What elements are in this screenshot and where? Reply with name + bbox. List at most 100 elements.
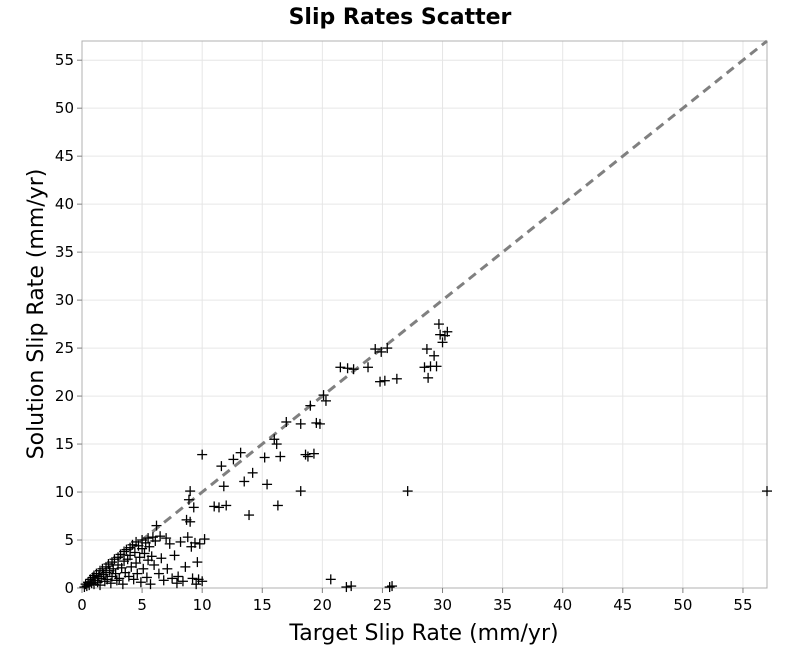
x-tick-label: 15 <box>253 596 272 614</box>
y-axis-ticks: 0 5 10 15 20 25 30 35 40 45 50 55 <box>55 51 82 597</box>
data-point <box>144 541 155 552</box>
data-point <box>146 551 157 562</box>
data-point <box>175 536 186 547</box>
data-point <box>141 572 152 583</box>
data-point <box>391 373 402 384</box>
y-tick-label: 5 <box>64 531 74 549</box>
data-points <box>79 319 772 593</box>
x-tick-label: 35 <box>493 596 512 614</box>
reference-line-y-equals-x <box>81 39 768 590</box>
data-point <box>89 570 100 581</box>
plot-area <box>81 40 768 589</box>
data-point <box>295 486 306 497</box>
data-point <box>209 501 220 512</box>
data-point <box>379 375 390 386</box>
data-point <box>370 344 381 355</box>
data-point <box>363 362 374 373</box>
data-point <box>214 502 224 513</box>
data-point <box>275 451 286 462</box>
data-point <box>143 533 154 544</box>
data-point <box>197 576 208 587</box>
data-point <box>99 576 110 587</box>
data-point <box>259 452 270 463</box>
data-point <box>187 573 198 584</box>
y-tick-label: 25 <box>55 339 74 357</box>
data-point <box>105 578 116 589</box>
data-point <box>342 363 353 374</box>
x-tick-label: 0 <box>77 596 87 614</box>
data-point <box>150 535 161 546</box>
data-point <box>151 520 162 531</box>
data-point <box>199 534 210 545</box>
data-point <box>197 449 208 460</box>
data-point <box>384 582 395 593</box>
x-tick-label: 20 <box>313 596 332 614</box>
data-point <box>183 494 194 505</box>
data-point <box>382 343 393 354</box>
data-point <box>341 582 352 593</box>
data-point <box>167 573 178 584</box>
data-point <box>149 559 160 570</box>
data-point <box>139 548 150 559</box>
data-point <box>161 533 172 544</box>
data-point <box>272 500 283 511</box>
data-point <box>247 467 258 478</box>
x-tick-label: 50 <box>673 596 692 614</box>
data-point <box>185 516 196 527</box>
data-point <box>302 451 313 462</box>
data-point <box>376 346 387 357</box>
grid-lines <box>82 41 767 588</box>
data-point <box>305 400 316 411</box>
x-tick-label: 5 <box>137 596 147 614</box>
data-point <box>194 538 205 549</box>
data-point <box>138 563 149 574</box>
data-point <box>218 481 229 492</box>
data-point <box>335 362 346 373</box>
data-point <box>346 581 357 592</box>
data-point <box>185 486 196 497</box>
x-tick-label: 30 <box>433 596 452 614</box>
data-point <box>132 568 143 579</box>
data-point <box>164 538 175 549</box>
data-point <box>137 543 148 554</box>
data-point <box>169 550 180 561</box>
data-point <box>429 350 440 361</box>
x-tick-label: 55 <box>733 596 752 614</box>
data-point <box>84 580 95 591</box>
data-point <box>182 532 193 543</box>
data-point <box>325 574 336 585</box>
data-point <box>437 337 448 348</box>
data-point <box>281 416 292 427</box>
x-tick-label: 40 <box>553 596 572 614</box>
y-tick-label: 50 <box>55 99 74 117</box>
data-point <box>442 326 453 337</box>
x-axis-ticks: 0 5 10 15 20 25 30 35 40 45 50 55 <box>77 588 753 614</box>
data-point <box>216 461 227 472</box>
y-tick-label: 55 <box>55 51 74 69</box>
data-point <box>318 390 329 401</box>
y-tick-label: 30 <box>55 291 74 309</box>
data-point <box>192 557 203 568</box>
data-point <box>114 573 125 584</box>
x-tick-label: 25 <box>373 596 392 614</box>
data-point <box>153 568 164 579</box>
data-point <box>180 561 191 572</box>
data-point <box>314 418 325 429</box>
y-axis-label: Solution Slip Rate (mm/yr) <box>24 169 49 460</box>
data-point <box>189 537 200 548</box>
data-point <box>348 364 359 375</box>
data-point <box>262 479 273 490</box>
data-point <box>235 447 246 458</box>
y-tick-label: 40 <box>55 195 74 213</box>
data-point <box>308 448 319 459</box>
data-point <box>117 579 128 590</box>
x-tick-label: 10 <box>193 596 212 614</box>
data-point <box>402 486 413 497</box>
data-point <box>221 500 232 511</box>
data-point <box>188 502 199 513</box>
data-point <box>419 362 430 373</box>
data-point <box>239 476 250 487</box>
data-point <box>431 361 442 372</box>
data-point <box>320 395 331 406</box>
